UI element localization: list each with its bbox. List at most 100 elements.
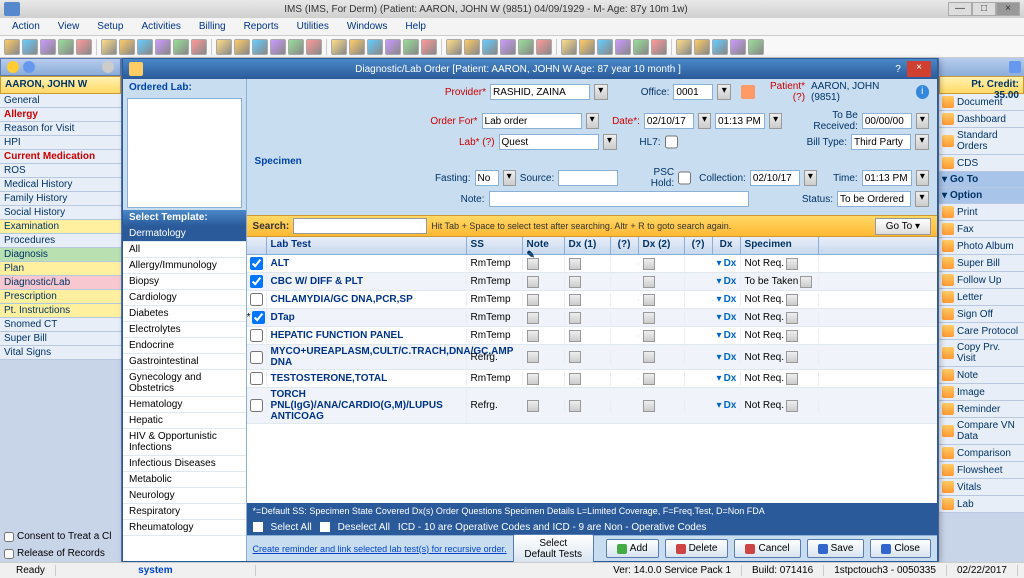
- toolbar-icon-7[interactable]: [137, 39, 153, 55]
- dx1-dd[interactable]: [569, 400, 581, 412]
- rp-icon[interactable]: [1009, 61, 1021, 73]
- nav-diagnostic-lab[interactable]: Diagnostic/Lab: [0, 276, 121, 290]
- office-dd[interactable]: ▾: [717, 84, 731, 100]
- spec-dd[interactable]: [786, 351, 798, 363]
- lab-row[interactable]: CHLAMYDIA/GC DNA,PCR,SPRmTemp▾ DxNot Req…: [247, 291, 937, 309]
- cancel-button[interactable]: Cancel: [734, 539, 800, 558]
- dx-link[interactable]: Dx: [724, 330, 737, 341]
- dialog-close-button[interactable]: ×: [907, 61, 931, 77]
- toolbar-icon-20[interactable]: [385, 39, 401, 55]
- template-endocrine[interactable]: Endocrine: [123, 338, 246, 354]
- note-field[interactable]: [489, 191, 749, 207]
- dx2-dd[interactable]: [643, 312, 655, 324]
- row-check[interactable]: [250, 275, 263, 288]
- nav-family-history[interactable]: Family History: [0, 192, 121, 206]
- source-field[interactable]: [558, 170, 618, 186]
- dx1-dd[interactable]: [569, 312, 581, 324]
- menu-action[interactable]: Action: [4, 19, 48, 34]
- dx2-dd[interactable]: [643, 330, 655, 342]
- template-gynecology-and-obstetrics[interactable]: Gynecology and Obstetrics: [123, 370, 246, 397]
- action-dashboard[interactable]: Dashboard: [939, 111, 1024, 128]
- orderfor-dd[interactable]: ▾: [586, 113, 599, 129]
- date-dd[interactable]: ▾: [698, 113, 711, 129]
- template-diabetes[interactable]: Diabetes: [123, 306, 246, 322]
- tbr-field[interactable]: [862, 113, 912, 129]
- save-button[interactable]: Save: [807, 539, 865, 558]
- nav-pt-instructions[interactable]: Pt. Instructions: [0, 304, 121, 318]
- toolbar-icon-11[interactable]: [216, 39, 232, 55]
- menu-help[interactable]: Help: [397, 19, 434, 34]
- maximize-button[interactable]: □: [972, 2, 996, 16]
- nav-allergy[interactable]: Allergy: [0, 108, 121, 122]
- toolbar-icon-28[interactable]: [536, 39, 552, 55]
- toolbar-icon-8[interactable]: [155, 39, 171, 55]
- dx-link[interactable]: Dx: [724, 294, 737, 305]
- toolbar-icon-23[interactable]: [446, 39, 462, 55]
- toolbar-icon-22[interactable]: [421, 39, 437, 55]
- info-icon[interactable]: i: [916, 85, 930, 99]
- toolbar-icon-30[interactable]: [579, 39, 595, 55]
- toolbar-icon-24[interactable]: [464, 39, 480, 55]
- menu-reports[interactable]: Reports: [236, 19, 287, 34]
- dx1-dd[interactable]: [569, 373, 581, 385]
- dx2-dd[interactable]: [643, 294, 655, 306]
- toolbar-icon-3[interactable]: [58, 39, 74, 55]
- search-input[interactable]: [293, 218, 427, 234]
- row-check[interactable]: [250, 399, 263, 412]
- template-allergy-immunology[interactable]: Allergy/Immunology: [123, 258, 246, 274]
- toolbar-icon-19[interactable]: [367, 39, 383, 55]
- menu-billing[interactable]: Billing: [191, 19, 234, 34]
- spec-dd[interactable]: [786, 330, 798, 342]
- date-field[interactable]: [644, 113, 694, 129]
- note-dd[interactable]: [527, 400, 539, 412]
- row-check[interactable]: [250, 257, 263, 270]
- lab-row[interactable]: HEPATIC FUNCTION PANELRmTemp▾ DxNot Req.: [247, 327, 937, 345]
- nav-plan[interactable]: Plan: [0, 262, 121, 276]
- dx2-dd[interactable]: [643, 276, 655, 288]
- template-infectious-diseases[interactable]: Infectious Diseases: [123, 456, 246, 472]
- dx1-dd[interactable]: [569, 258, 581, 270]
- template-cardiology[interactable]: Cardiology: [123, 290, 246, 306]
- toolbar-icon-32[interactable]: [615, 39, 631, 55]
- lab-row[interactable]: CBC W/ DIFF & PLTRmTemp▾ DxTo be Taken: [247, 273, 937, 291]
- action-copy-prv-visit[interactable]: Copy Prv. Visit: [939, 340, 1024, 367]
- toolbar-icon-9[interactable]: [173, 39, 189, 55]
- template-biopsy[interactable]: Biopsy: [123, 274, 246, 290]
- action-image[interactable]: Image: [939, 384, 1024, 401]
- provider-field[interactable]: [490, 84, 590, 100]
- template-hepatic[interactable]: Hepatic: [123, 413, 246, 429]
- menu-windows[interactable]: Windows: [339, 19, 396, 34]
- lab-row[interactable]: ALTRmTemp▾ DxNot Req.: [247, 255, 937, 273]
- template-hiv-opportunistic-infections[interactable]: HIV & Opportunistic Infections: [123, 429, 246, 456]
- dx-link[interactable]: Dx: [724, 312, 737, 323]
- help-button[interactable]: ?: [889, 64, 907, 75]
- nav-general[interactable]: General: [0, 94, 121, 108]
- nav-procedures[interactable]: Procedures: [0, 234, 121, 248]
- toolbar-icon-14[interactable]: [270, 39, 286, 55]
- dx-link[interactable]: Dx: [724, 400, 737, 411]
- toolbar-icon-25[interactable]: [482, 39, 498, 55]
- dx1-dd[interactable]: [569, 276, 581, 288]
- dx2-dd[interactable]: [643, 351, 655, 363]
- row-check[interactable]: [250, 329, 263, 342]
- action-comparison[interactable]: Comparison: [939, 445, 1024, 462]
- toolbar-icon-31[interactable]: [597, 39, 613, 55]
- nav-diagnosis[interactable]: Diagnosis: [0, 248, 121, 262]
- dx1-dd[interactable]: [569, 330, 581, 342]
- toolbar-icon-36[interactable]: [694, 39, 710, 55]
- template-metabolic[interactable]: Metabolic: [123, 472, 246, 488]
- template-dermatology[interactable]: Dermatology: [123, 226, 246, 242]
- spec-dd[interactable]: [786, 373, 798, 385]
- office-field[interactable]: [673, 84, 713, 100]
- toolbar-icon-15[interactable]: [288, 39, 304, 55]
- select-all[interactable]: Select All: [271, 522, 312, 533]
- provider-dd[interactable]: ▾: [594, 84, 608, 100]
- nav-reason-for-visit[interactable]: Reason for Visit: [0, 122, 121, 136]
- action-document[interactable]: Document: [939, 94, 1024, 111]
- nav-ros[interactable]: ROS: [0, 164, 121, 178]
- toolbar-icon-27[interactable]: [518, 39, 534, 55]
- row-check[interactable]: [250, 351, 263, 364]
- left-icon3[interactable]: [102, 61, 114, 73]
- note-dd[interactable]: [527, 351, 539, 363]
- menu-activities[interactable]: Activities: [133, 19, 188, 34]
